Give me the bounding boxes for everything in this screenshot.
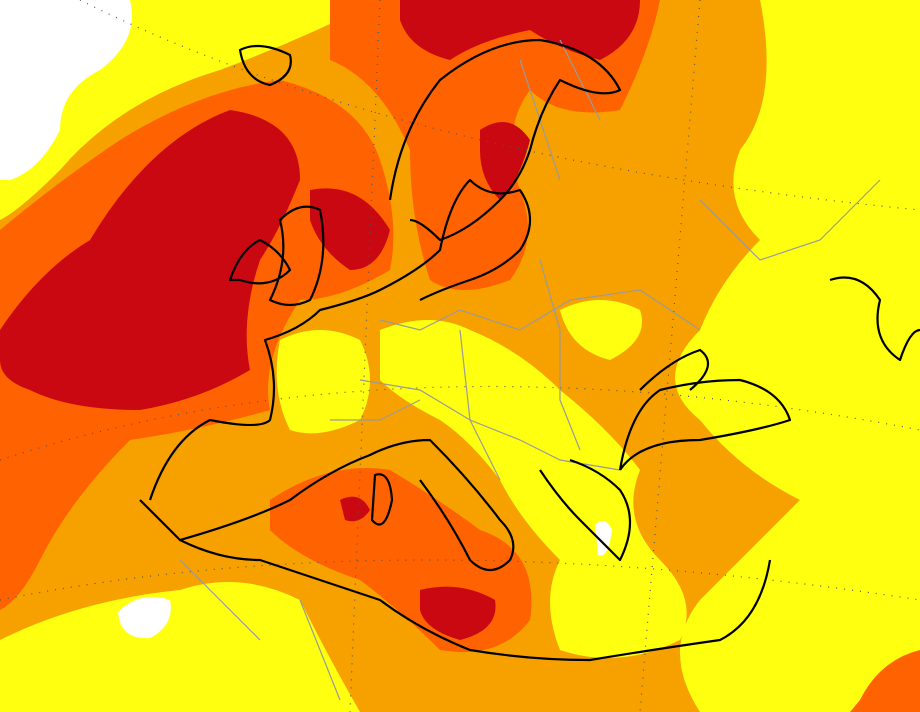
borders — [179, 39, 881, 701]
coastlines — [139, 38, 920, 662]
red-zones — [0, 0, 640, 640]
